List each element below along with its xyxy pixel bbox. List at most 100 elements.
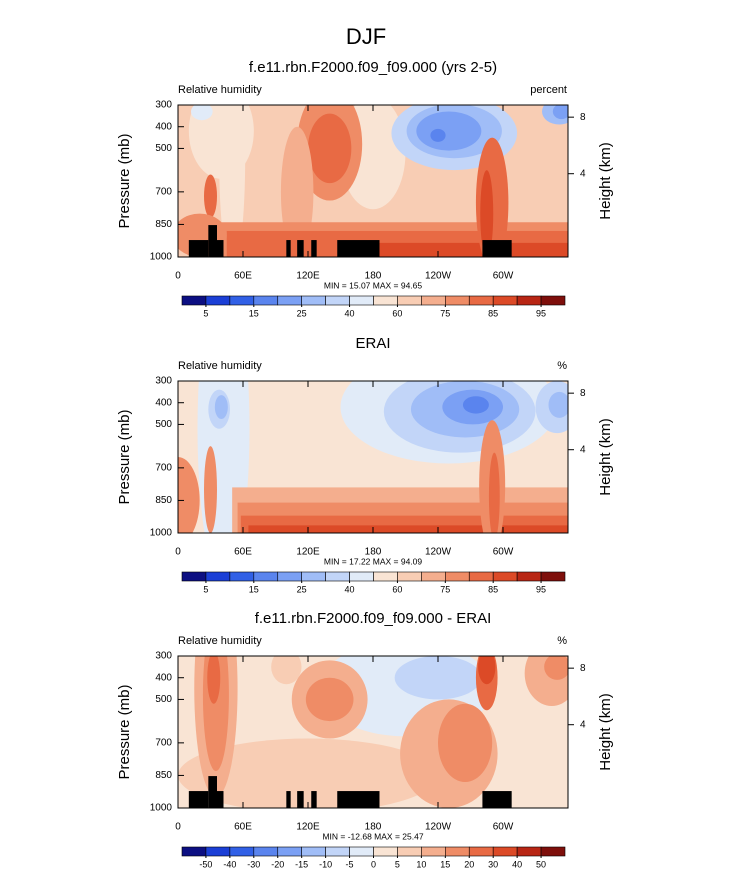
contour-fill	[416, 111, 482, 151]
colorbar-box	[181, 571, 207, 582]
contour-fill	[544, 656, 568, 680]
y2-tick-label: 8	[580, 112, 586, 123]
colorbar-box	[492, 295, 518, 306]
colorbar-box	[253, 571, 279, 582]
colorbar-box	[445, 295, 470, 306]
colorbar-box	[540, 571, 566, 582]
colorbar-box	[229, 846, 255, 857]
x-tick-label: 120W	[425, 547, 452, 558]
colorbar-label: -10	[319, 859, 332, 869]
contour-fill	[191, 105, 213, 121]
colorbar-box	[468, 571, 494, 582]
contour-fill	[480, 170, 494, 257]
x-tick-label: 120E	[296, 547, 320, 558]
x-tick-label: 180	[365, 547, 382, 558]
contour-field	[178, 105, 568, 257]
topography	[208, 776, 217, 808]
topography	[311, 240, 317, 257]
x-tick-label: 60W	[493, 271, 514, 282]
contour-fill	[430, 128, 446, 142]
topography	[482, 791, 512, 808]
colorbar-label: 40	[512, 859, 522, 869]
topography	[482, 240, 512, 257]
topography	[297, 240, 304, 257]
colorbar-label: 40	[345, 584, 355, 594]
contour-fill	[462, 396, 489, 414]
y-tick-label: 1000	[150, 528, 173, 539]
left-label: Relative humidity	[178, 635, 262, 647]
x-tick-label: 180	[365, 822, 382, 833]
y2-axis-title: Height (km)	[597, 418, 614, 496]
colorbar-box	[205, 846, 231, 857]
colorbar-box	[421, 846, 446, 857]
colorbar-box	[325, 571, 350, 582]
y-tick-label: 850	[155, 495, 172, 506]
y2-tick-label: 4	[580, 168, 586, 179]
stats: MIN = 17.22 MAX = 94.09	[324, 556, 423, 566]
topography	[311, 791, 317, 808]
contour-fill	[197, 381, 250, 533]
colorbar-label: 20	[464, 859, 474, 869]
y-tick-label: 850	[155, 219, 172, 230]
y-tick-label: 700	[155, 737, 172, 748]
x-tick-label: 60W	[493, 822, 514, 833]
contour-fill	[178, 457, 200, 533]
colorbar-box	[181, 295, 207, 306]
colorbar-label: -40	[223, 859, 236, 869]
contour-fill	[204, 174, 217, 218]
contour-fill	[552, 105, 568, 120]
colorbar-box	[253, 295, 279, 306]
colorbar-box	[181, 846, 207, 857]
colorbar-box	[397, 295, 422, 306]
colorbar-box	[540, 295, 566, 306]
contour-field	[178, 381, 568, 533]
colorbar-box	[277, 295, 302, 306]
contour-fill	[478, 656, 496, 685]
contour-fill	[394, 656, 482, 700]
panel-title: f.e11.rbn.F2000.f09_f09.000 - ERAI	[255, 610, 492, 627]
y-tick-label: 500	[155, 419, 172, 430]
y2-tick-label: 8	[580, 663, 586, 674]
y-tick-label: 700	[155, 186, 172, 197]
y-tick-label: 300	[155, 376, 172, 387]
topography	[217, 791, 224, 808]
colorbar-box	[373, 846, 398, 857]
x-tick-label: 60E	[234, 271, 252, 282]
y-tick-label: 300	[155, 100, 172, 111]
colorbar-label: 15	[440, 859, 450, 869]
x-tick-label: 60E	[234, 822, 252, 833]
colorbar-box	[253, 846, 279, 857]
y-tick-label: 700	[155, 462, 172, 473]
colorbar-label: 25	[297, 584, 307, 594]
colorbar-label: 15	[249, 308, 259, 318]
colorbar-box	[301, 846, 326, 857]
y-tick-label: 300	[155, 651, 172, 662]
colorbar-box	[421, 571, 446, 582]
y-tick-label: 1000	[150, 803, 173, 814]
colorbar-label: 60	[392, 584, 402, 594]
colorbar-box	[205, 295, 231, 306]
colorbar-box	[301, 295, 326, 306]
contour-fill	[207, 656, 221, 704]
contour-fill	[219, 105, 246, 257]
y-axis-title: Pressure (mb)	[116, 684, 133, 779]
colorbar-box	[421, 295, 446, 306]
y-axis-title: Pressure (mb)	[116, 409, 133, 504]
topography	[337, 791, 380, 808]
y-tick-label: 500	[155, 694, 172, 705]
y2-tick-label: 4	[580, 444, 586, 455]
colorbar-label: 5	[203, 584, 208, 594]
colorbar-box	[397, 846, 422, 857]
colorbar-box	[397, 571, 422, 582]
colorbar-label: -5	[346, 859, 354, 869]
colorbar-label: 85	[488, 308, 498, 318]
contour-fill	[488, 452, 500, 533]
x-tick-label: 0	[175, 271, 181, 282]
colorbar-box	[516, 295, 542, 306]
contour-fill	[178, 738, 438, 808]
y-tick-label: 850	[155, 770, 172, 781]
colorbar-box	[277, 571, 302, 582]
x-tick-label: 120W	[425, 271, 452, 282]
colorbar-label: -15	[295, 859, 308, 869]
left-label: Relative humidity	[178, 360, 262, 372]
